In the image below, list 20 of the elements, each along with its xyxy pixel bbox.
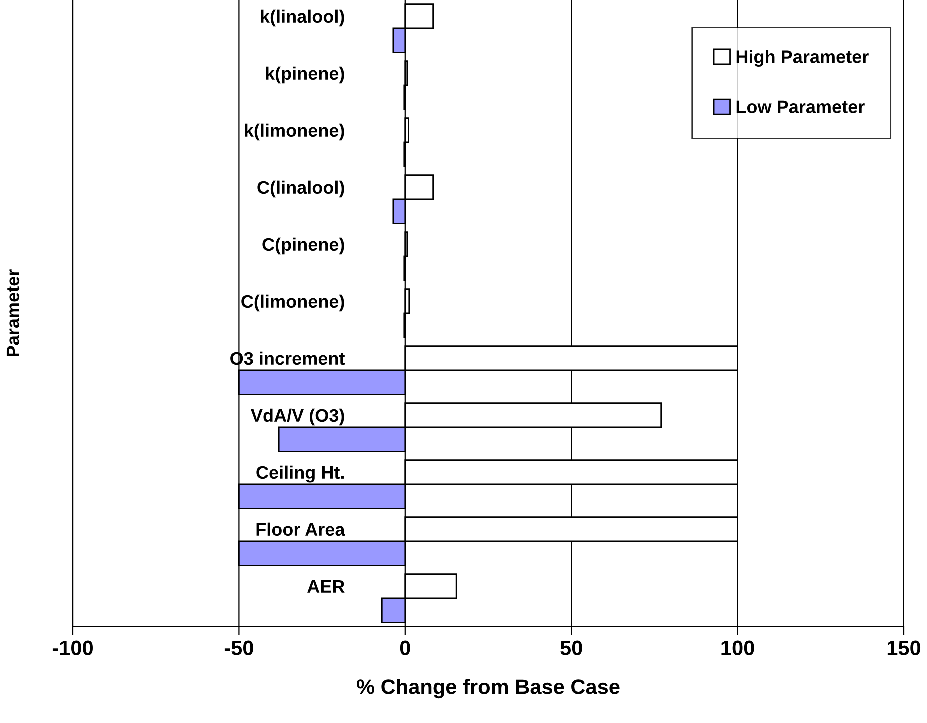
y-tick-label: AER <box>308 580 345 593</box>
y-tick-label: Floor Area <box>256 522 346 536</box>
y-tick-label: C(pinene) <box>262 238 344 255</box>
y-tick-label: k(limonene) <box>245 124 344 141</box>
x-tick-label: 150 <box>888 640 921 656</box>
y-tick-label: VdA/V (O3) <box>251 408 344 426</box>
x-tick-label: -50 <box>224 640 254 656</box>
x-tick-label: -100 <box>52 640 93 656</box>
x-tick-label: 0 <box>400 640 410 656</box>
y-tick-label: Ceiling Ht. <box>256 466 344 483</box>
x-tick-label: 100 <box>722 640 754 656</box>
x-axis-title: % Change from Base Case <box>357 679 620 699</box>
legend-label: High Parameter <box>736 50 869 68</box>
x-tick-label: 50 <box>560 640 582 656</box>
y-tick-label: k(linalool) <box>261 10 344 27</box>
legend-label: Low Parameter <box>736 100 865 114</box>
y-tick-label: C(linalool) <box>258 180 344 198</box>
y-tick-label: k(pinene) <box>266 66 344 84</box>
y-axis-title: Parameter <box>6 270 20 356</box>
y-tick-label: C(limonene) <box>242 294 344 312</box>
